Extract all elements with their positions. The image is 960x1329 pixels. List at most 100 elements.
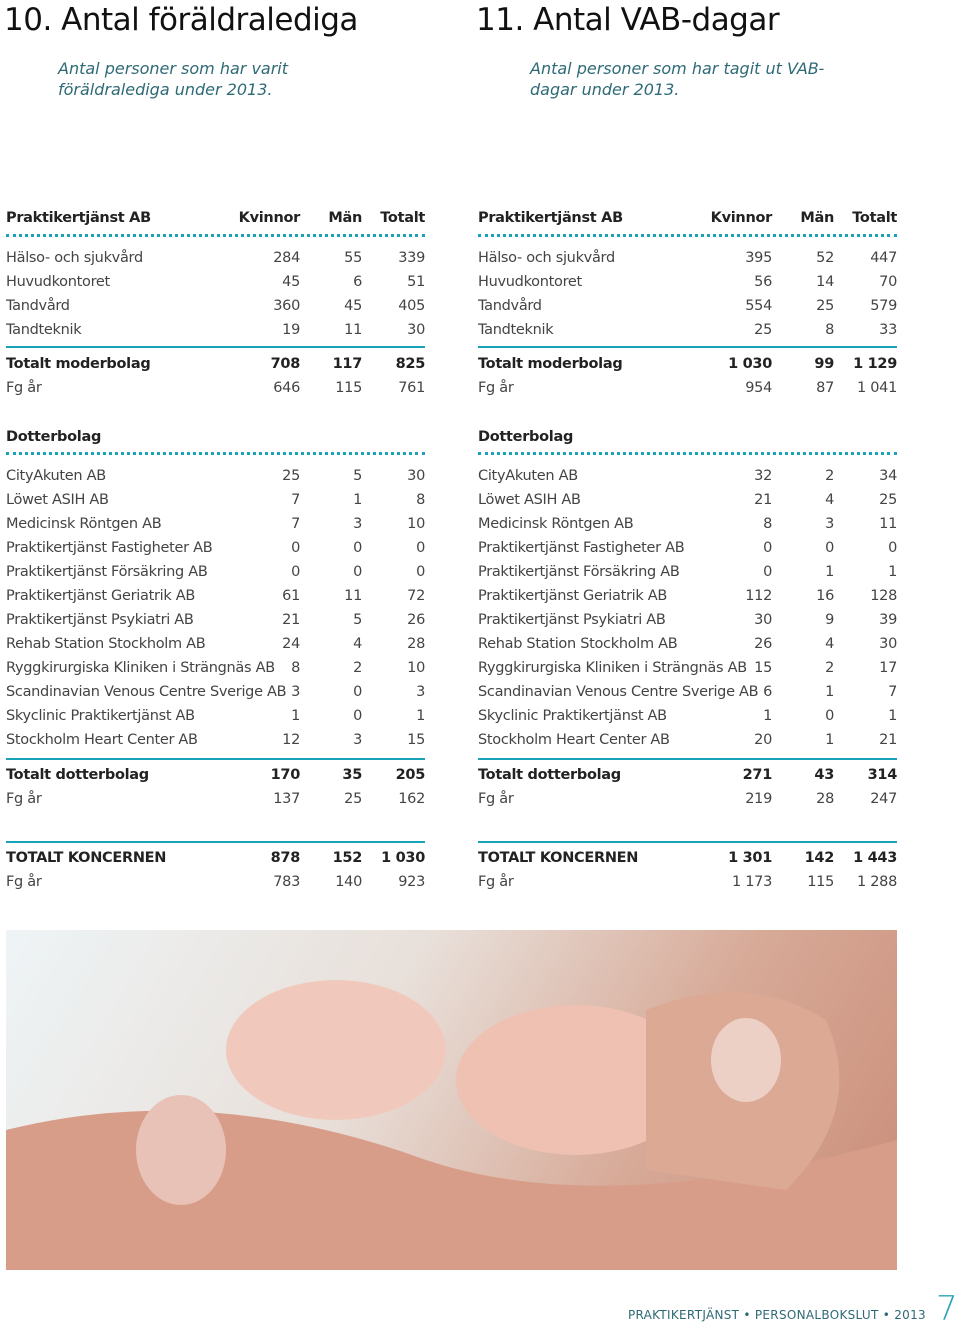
row-value: 56	[754, 274, 772, 290]
row-value: 39	[879, 612, 897, 628]
divider	[6, 234, 425, 237]
group-total-row-value: 1 030	[381, 850, 425, 866]
total-row-value: 117	[332, 356, 363, 372]
previous-row-value: 25	[344, 791, 362, 807]
row-value: 0	[825, 540, 834, 556]
row-label: Hälso- och sjukvård	[478, 250, 615, 266]
row-value: 11	[344, 588, 362, 604]
row-value: 7	[888, 684, 897, 700]
row-value: 1	[825, 732, 834, 748]
row-value: 0	[353, 684, 362, 700]
section-subtitle: Antal personer som har varit föräldraled…	[58, 59, 289, 99]
row-value: 2	[353, 660, 362, 676]
previous-row-label: Fg år	[6, 791, 42, 807]
row-value: 1	[825, 684, 834, 700]
row-label: Löwet ASIH AB	[478, 492, 581, 508]
row-value: 55	[344, 250, 362, 266]
row-value: 0	[888, 540, 897, 556]
group-total-row-value: 142	[804, 850, 835, 866]
footer-year: 2013	[894, 1308, 926, 1322]
row-value: 51	[407, 274, 425, 290]
thumbnail	[136, 1095, 226, 1205]
row-value: 8	[763, 516, 772, 532]
row-value: 6	[353, 274, 362, 290]
previous-row-value: 923	[398, 874, 425, 890]
row-value: 30	[407, 468, 425, 484]
row-value: 447	[870, 250, 897, 266]
row-label: Scandinavian Venous Centre Sverige AB	[6, 684, 287, 700]
footer-report: PERSONALBOKSLUT	[754, 1308, 879, 1322]
row-value: 339	[398, 250, 425, 266]
row-value: 1	[416, 708, 425, 724]
column-header: Totalt	[852, 210, 897, 226]
previous-row-label: Fg år	[478, 791, 514, 807]
row-value: 3	[416, 684, 425, 700]
row-value: 7	[291, 516, 300, 532]
previous-row-value: 954	[745, 380, 772, 396]
row-label: Praktikertjänst Geriatrik AB	[6, 588, 196, 604]
total-row-label: Totalt moderbolag	[478, 356, 623, 372]
row-value: 1	[291, 708, 300, 724]
row-label: Tandvård	[478, 298, 542, 314]
row-value: 3	[353, 516, 362, 532]
row-value: 1	[825, 564, 834, 580]
row-value: 45	[344, 298, 362, 314]
row-value: 0	[763, 540, 772, 556]
row-value: 10	[407, 660, 425, 676]
divider	[478, 841, 897, 843]
previous-row-value: 115	[335, 380, 362, 396]
row-value: 6	[763, 684, 772, 700]
previous-row-value: 115	[807, 874, 834, 890]
divider	[6, 346, 425, 348]
row-value: 17	[879, 660, 897, 676]
total-row-value: 43	[814, 767, 834, 783]
column-header: Praktikertjänst AB	[478, 210, 623, 226]
previous-row-value: 162	[398, 791, 425, 807]
row-label: Tandteknik	[478, 322, 554, 338]
row-value: 5	[353, 468, 362, 484]
row-value: 21	[754, 492, 772, 508]
row-value: 8	[416, 492, 425, 508]
previous-row-value: 219	[745, 791, 772, 807]
row-value: 284	[273, 250, 300, 266]
row-label: Praktikertjänst Försäkring AB	[6, 564, 208, 580]
footer-company: PRAKTIKERTJÄNST	[627, 1308, 740, 1322]
row-value: 0	[291, 564, 300, 580]
row-value: 14	[816, 274, 834, 290]
row-value: 25	[754, 322, 772, 338]
total-row-value: 271	[742, 767, 773, 783]
column-header: Män	[328, 210, 362, 226]
row-value: 1	[888, 564, 897, 580]
previous-row-value: 28	[816, 791, 834, 807]
row-value: 0	[416, 564, 425, 580]
row-label: Ryggkirurgiska Kliniken i Strängnäs AB	[478, 660, 747, 676]
row-label: Medicinsk Röntgen AB	[6, 516, 162, 532]
total-row-label: Totalt dotterbolag	[6, 767, 149, 783]
row-label: Praktikertjänst Fastigheter AB	[6, 540, 213, 556]
previous-row-label: Fg år	[478, 380, 514, 396]
row-label: CityAkuten AB	[6, 468, 106, 484]
row-value: 72	[407, 588, 425, 604]
row-value: 4	[825, 636, 834, 652]
row-value: 1	[888, 708, 897, 724]
row-value: 10	[407, 516, 425, 532]
column-header: Praktikertjänst AB	[6, 210, 151, 226]
section-heading: 11. Antal VAB-dagar	[476, 2, 780, 38]
total-row-value: 205	[395, 767, 426, 783]
row-value: 30	[754, 612, 772, 628]
total-row-value: 825	[395, 356, 426, 372]
row-value: 3	[291, 684, 300, 700]
group-total-row-value: 152	[332, 850, 363, 866]
row-value: 1	[353, 492, 362, 508]
row-value: 28	[407, 636, 425, 652]
divider	[478, 452, 897, 455]
row-label: Huvudkontoret	[478, 274, 582, 290]
row-value: 7	[291, 492, 300, 508]
row-value: 9	[825, 612, 834, 628]
row-label: Praktikertjänst Försäkring AB	[478, 564, 680, 580]
row-label: Praktikertjänst Fastigheter AB	[478, 540, 685, 556]
total-row-value: 1 030	[728, 356, 772, 372]
row-value: 12	[282, 732, 300, 748]
divider	[478, 234, 897, 237]
row-value: 0	[825, 708, 834, 724]
